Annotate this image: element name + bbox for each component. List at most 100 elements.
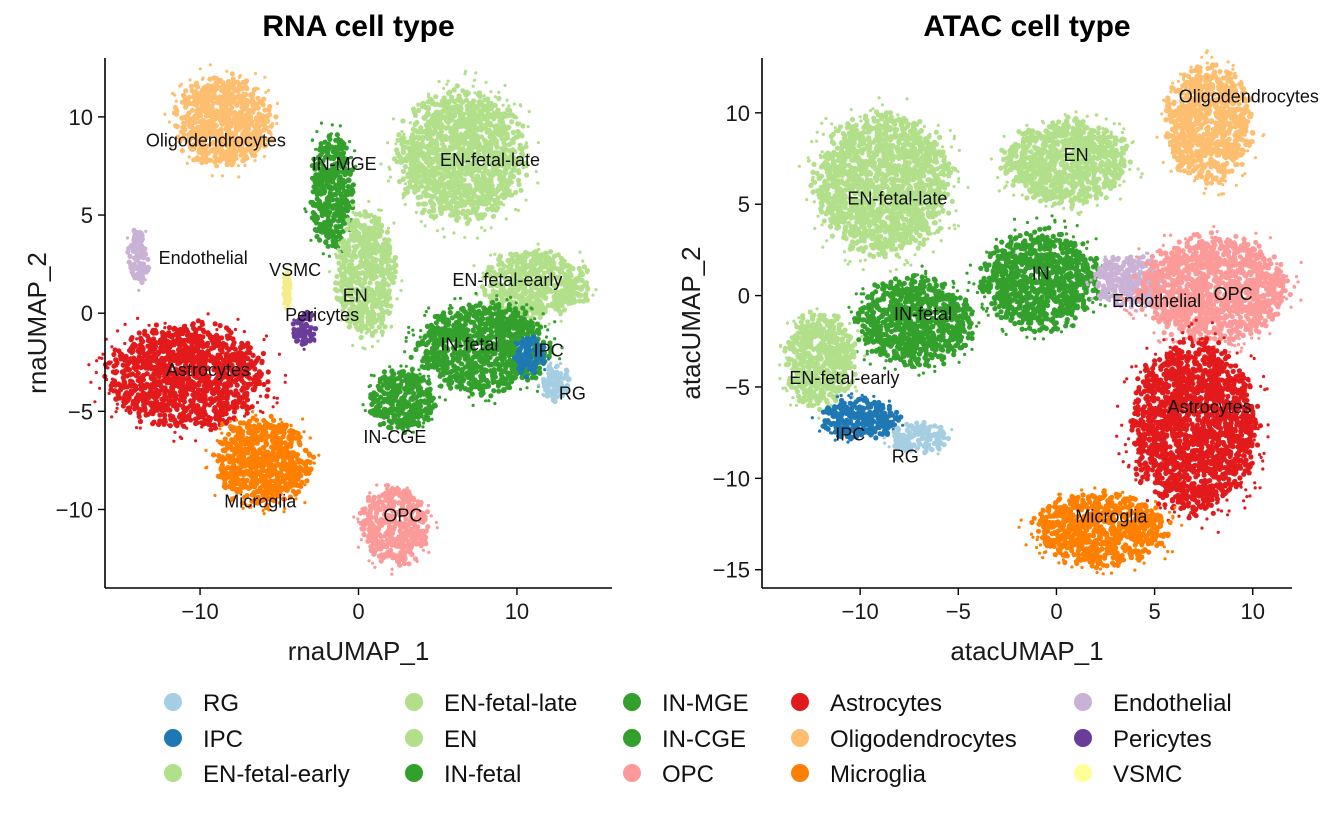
data-point bbox=[403, 182, 408, 186]
data-point bbox=[401, 178, 405, 182]
data-point bbox=[397, 154, 403, 161]
data-point bbox=[453, 89, 457, 93]
data-point bbox=[134, 271, 141, 277]
data-point bbox=[361, 229, 367, 235]
data-point bbox=[463, 92, 469, 98]
data-point bbox=[493, 95, 497, 99]
data-point bbox=[379, 259, 385, 265]
data-point bbox=[315, 130, 319, 134]
data-point bbox=[416, 201, 422, 207]
data-point bbox=[433, 109, 439, 115]
data-point bbox=[140, 261, 147, 267]
data-point bbox=[433, 94, 439, 100]
data-point bbox=[179, 115, 185, 121]
data-point bbox=[499, 336, 505, 342]
data-point bbox=[391, 117, 395, 121]
data-point bbox=[472, 121, 478, 127]
data-point bbox=[481, 305, 487, 311]
data-point bbox=[264, 90, 268, 94]
data-point bbox=[471, 98, 477, 104]
data-point bbox=[463, 235, 467, 239]
data-point bbox=[246, 132, 252, 138]
data-point bbox=[461, 192, 467, 198]
data-point bbox=[238, 122, 244, 128]
data-point bbox=[504, 363, 510, 369]
data-point bbox=[371, 319, 378, 325]
data-point bbox=[258, 116, 264, 122]
data-point bbox=[484, 80, 488, 84]
data-point bbox=[549, 303, 555, 309]
data-point bbox=[519, 132, 525, 138]
data-point bbox=[365, 311, 371, 317]
data-point bbox=[524, 198, 528, 202]
data-point bbox=[518, 329, 524, 335]
data-point bbox=[386, 264, 392, 270]
data-point bbox=[495, 379, 501, 385]
data-point bbox=[505, 98, 509, 102]
data-point bbox=[500, 387, 506, 394]
data-point bbox=[533, 329, 539, 335]
data-point bbox=[333, 234, 339, 241]
data-point bbox=[480, 199, 486, 206]
data-point bbox=[460, 210, 466, 216]
data-point bbox=[241, 157, 247, 164]
data-point bbox=[526, 263, 532, 269]
data-point bbox=[199, 160, 205, 166]
data-point bbox=[190, 125, 196, 131]
data-point bbox=[489, 204, 495, 210]
data-point bbox=[143, 278, 147, 282]
data-point bbox=[536, 291, 542, 298]
data-point bbox=[493, 358, 499, 364]
data-point bbox=[351, 210, 355, 215]
data-point bbox=[457, 106, 464, 112]
data-point bbox=[367, 248, 373, 255]
data-point bbox=[210, 174, 214, 178]
data-point bbox=[191, 84, 196, 88]
data-point bbox=[558, 255, 565, 262]
data-point bbox=[493, 252, 497, 256]
data-point bbox=[340, 240, 344, 244]
data-point bbox=[372, 328, 379, 334]
data-point bbox=[480, 226, 484, 230]
data-point bbox=[423, 185, 429, 191]
data-point bbox=[314, 233, 320, 240]
data-point bbox=[253, 159, 257, 163]
data-point bbox=[485, 140, 491, 146]
data-point bbox=[524, 141, 529, 145]
data-point bbox=[376, 339, 380, 343]
data-point bbox=[497, 323, 504, 329]
data-point bbox=[203, 122, 209, 128]
data-point bbox=[266, 107, 272, 113]
data-point bbox=[398, 137, 405, 143]
data-point bbox=[533, 298, 539, 304]
data-point bbox=[215, 96, 221, 102]
data-point bbox=[455, 209, 461, 215]
data-point bbox=[362, 323, 368, 329]
data-point bbox=[187, 155, 191, 159]
data-point bbox=[326, 141, 332, 147]
data-point bbox=[498, 293, 504, 299]
data-point bbox=[464, 119, 470, 125]
data-point bbox=[345, 217, 351, 223]
data-point bbox=[259, 100, 265, 106]
data-point bbox=[466, 197, 472, 203]
data-point bbox=[351, 249, 357, 255]
data-point bbox=[372, 223, 378, 229]
data-point bbox=[129, 242, 135, 248]
data-point bbox=[188, 78, 192, 82]
data-point bbox=[465, 327, 471, 333]
data-point bbox=[444, 365, 450, 371]
data-point bbox=[488, 253, 493, 257]
data-point bbox=[371, 314, 377, 320]
data-point bbox=[234, 102, 240, 108]
data-point bbox=[238, 74, 242, 78]
data-point bbox=[263, 75, 267, 79]
data-point bbox=[212, 113, 218, 119]
data-point bbox=[313, 339, 317, 343]
data-point bbox=[367, 225, 373, 231]
data-point bbox=[425, 106, 431, 112]
data-point bbox=[503, 191, 509, 197]
data-point bbox=[200, 99, 206, 105]
data-point bbox=[474, 71, 478, 75]
data-point bbox=[130, 248, 136, 254]
